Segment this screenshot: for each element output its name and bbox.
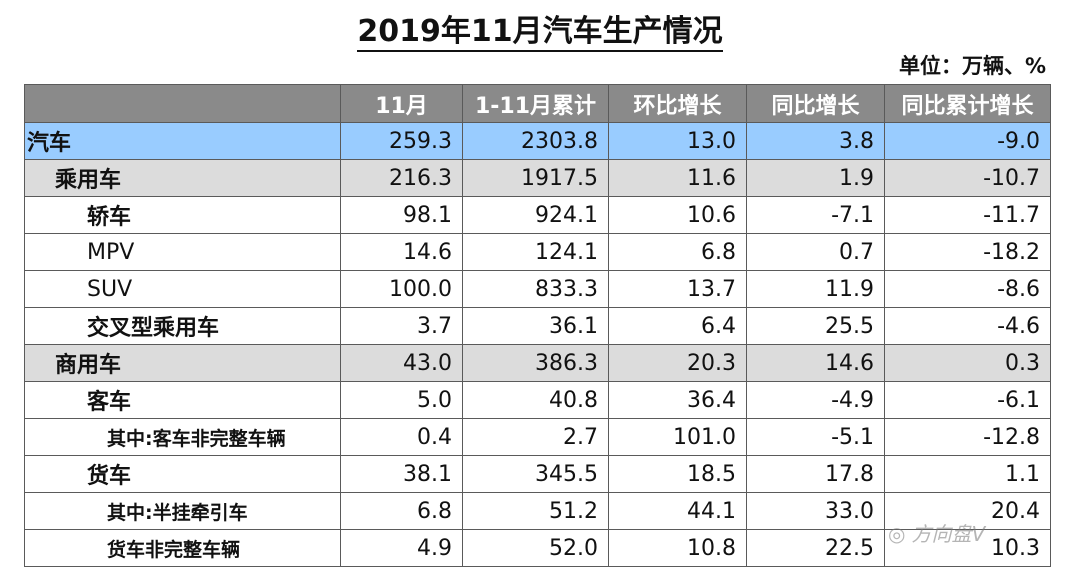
value-cell: -4.6 xyxy=(884,307,1051,345)
value-cell: 6.8 xyxy=(340,492,463,530)
value-cell: 3.8 xyxy=(746,122,885,160)
value-cell: 44.1 xyxy=(608,492,747,530)
value-cell: -12.8 xyxy=(884,418,1051,456)
value-cell: 20.4 xyxy=(884,492,1051,530)
value-cell: 10.8 xyxy=(608,529,747,567)
table-row: 轿车 98.1 924.1 10.6 -7.1 -11.7 xyxy=(24,196,1051,234)
value-cell: 33.0 xyxy=(746,492,885,530)
value-cell: 10.6 xyxy=(608,196,747,234)
header-cell: 1-11月累计 xyxy=(462,84,609,123)
value-cell: 3.7 xyxy=(340,307,463,345)
row-label: 交叉型乘用车 xyxy=(24,307,341,345)
header-cell xyxy=(24,84,341,123)
page-title-text: 2019年11月汽车生产情况 xyxy=(357,14,723,52)
table-row: 交叉型乘用车 3.7 36.1 6.4 25.5 -4.6 xyxy=(24,307,1051,345)
value-cell: 5.0 xyxy=(340,381,463,419)
header-cell: 同比增长 xyxy=(746,84,885,123)
value-cell: 345.5 xyxy=(462,455,609,493)
value-cell: 38.1 xyxy=(340,455,463,493)
value-cell: -10.7 xyxy=(884,159,1051,197)
value-cell: 1.1 xyxy=(884,455,1051,493)
value-cell: 36.1 xyxy=(462,307,609,345)
value-cell: 2.7 xyxy=(462,418,609,456)
value-cell: 101.0 xyxy=(608,418,747,456)
value-cell: 4.9 xyxy=(340,529,463,567)
table-body: 汽车 259.3 2303.8 13.0 3.8 -9.0 乘用车 216.3 1917.5 11… xyxy=(24,122,1051,567)
table-row: 乘用车 216.3 1917.5 11.6 1.9 -10.7 xyxy=(24,159,1051,197)
value-cell: 14.6 xyxy=(340,233,463,271)
header-cell: 环比增长 xyxy=(608,84,747,123)
value-cell: 51.2 xyxy=(462,492,609,530)
table-row: 客车 5.0 40.8 36.4 -4.9 -6.1 xyxy=(24,381,1051,419)
value-cell: 14.6 xyxy=(746,344,885,382)
value-cell: 124.1 xyxy=(462,233,609,271)
row-label: MPV xyxy=(24,233,341,271)
row-label: 其中:半挂牵引车 xyxy=(24,492,341,530)
value-cell: 2303.8 xyxy=(462,122,609,160)
value-cell: 13.0 xyxy=(608,122,747,160)
table-row: 商用车 43.0 386.3 20.3 14.6 0.3 xyxy=(24,344,1051,382)
table-row: MPV 14.6 124.1 6.8 0.7 -18.2 xyxy=(24,233,1051,271)
value-cell: 6.8 xyxy=(608,233,747,271)
value-cell: 13.7 xyxy=(608,270,747,308)
value-cell: 20.3 xyxy=(608,344,747,382)
table-row: SUV 100.0 833.3 13.7 11.9 -8.6 xyxy=(24,270,1051,308)
value-cell: 18.5 xyxy=(608,455,747,493)
row-label: 货车非完整车辆 xyxy=(24,529,341,567)
row-label: 轿车 xyxy=(24,196,341,234)
value-cell: 40.8 xyxy=(462,381,609,419)
value-cell: 0.4 xyxy=(340,418,463,456)
value-cell: -11.7 xyxy=(884,196,1051,234)
value-cell: 36.4 xyxy=(608,381,747,419)
value-cell: 259.3 xyxy=(340,122,463,160)
row-label: 货车 xyxy=(24,455,341,493)
value-cell: 25.5 xyxy=(746,307,885,345)
value-cell: 22.5 xyxy=(746,529,885,567)
value-cell: -18.2 xyxy=(884,233,1051,271)
header-row: 11月 1-11月累计 环比增长 同比增长 同比累计增长 xyxy=(24,84,1051,123)
table-row: 汽车 259.3 2303.8 13.0 3.8 -9.0 xyxy=(24,122,1051,160)
value-cell: 924.1 xyxy=(462,196,609,234)
value-cell: 1.9 xyxy=(746,159,885,197)
value-cell: 833.3 xyxy=(462,270,609,308)
value-cell: 100.0 xyxy=(340,270,463,308)
page-title: 2019年11月汽车生产情况 xyxy=(0,6,1080,52)
value-cell: 52.0 xyxy=(462,529,609,567)
value-cell: -7.1 xyxy=(746,196,885,234)
value-cell: 98.1 xyxy=(340,196,463,234)
value-cell: 1917.5 xyxy=(462,159,609,197)
value-cell: 17.8 xyxy=(746,455,885,493)
row-label: 客车 xyxy=(24,381,341,419)
row-label: 汽车 xyxy=(24,122,341,160)
value-cell: 0.7 xyxy=(746,233,885,271)
table-row: 其中:客车非完整车辆 0.4 2.7 101.0 -5.1 -12.8 xyxy=(24,418,1051,456)
row-label: 商用车 xyxy=(24,344,341,382)
value-cell: -9.0 xyxy=(884,122,1051,160)
production-table: 11月 1-11月累计 环比增长 同比增长 同比累计增长 汽车 259.3 2303… xyxy=(24,84,1051,567)
row-label: 其中:客车非完整车辆 xyxy=(24,418,341,456)
value-cell: -8.6 xyxy=(884,270,1051,308)
value-cell: 386.3 xyxy=(462,344,609,382)
value-cell: 0.3 xyxy=(884,344,1051,382)
table-row: 其中:半挂牵引车 6.8 51.2 44.1 33.0 20.4 xyxy=(24,492,1051,530)
value-cell: -6.1 xyxy=(884,381,1051,419)
table-row: 货车 38.1 345.5 18.5 17.8 1.1 xyxy=(24,455,1051,493)
header-cell: 11月 xyxy=(340,84,463,123)
table-row: 货车非完整车辆 4.9 52.0 10.8 22.5 10.3 xyxy=(24,529,1051,567)
header-cell: 同比累计增长 xyxy=(884,84,1051,123)
value-cell: 6.4 xyxy=(608,307,747,345)
value-cell: 216.3 xyxy=(340,159,463,197)
value-cell: 43.0 xyxy=(340,344,463,382)
value-cell: -5.1 xyxy=(746,418,885,456)
value-cell: 11.6 xyxy=(608,159,747,197)
value-cell: 11.9 xyxy=(746,270,885,308)
unit-label: 单位：万辆、% xyxy=(898,54,1046,78)
row-label: 乘用车 xyxy=(24,159,341,197)
value-cell: 10.3 xyxy=(884,529,1051,567)
value-cell: -4.9 xyxy=(746,381,885,419)
row-label: SUV xyxy=(24,270,341,308)
